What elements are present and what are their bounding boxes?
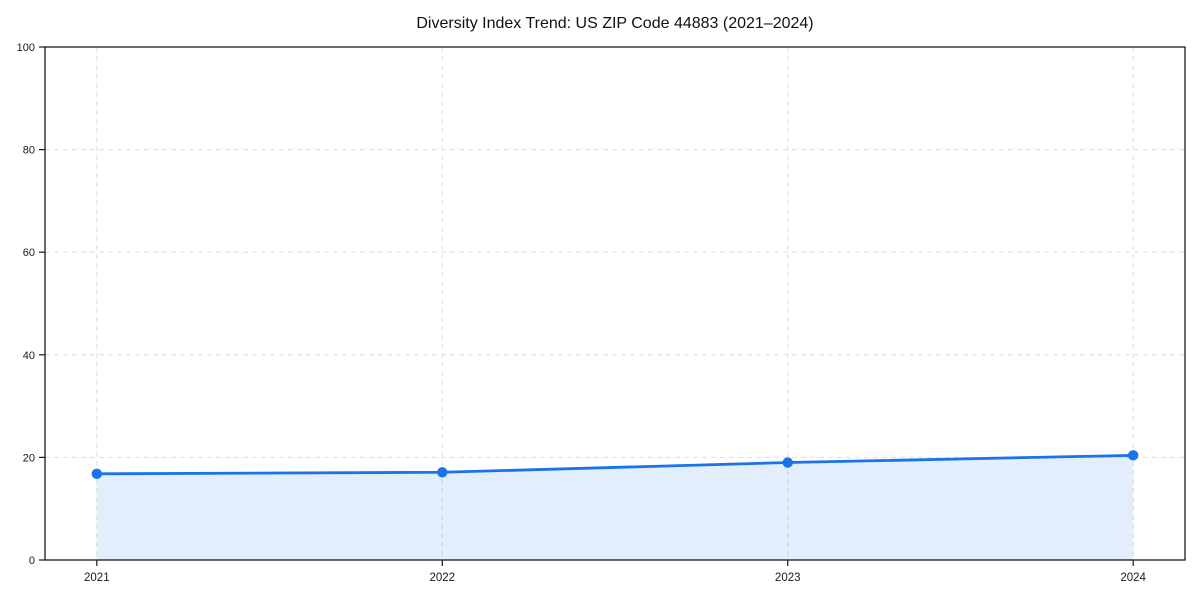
data-point <box>782 457 793 468</box>
data-point <box>1127 450 1139 461</box>
data-point <box>91 468 103 480</box>
x-tick-label: 2024 <box>1120 572 1146 584</box>
area-fill <box>96 455 1134 560</box>
x-tick-label: 2022 <box>429 572 455 584</box>
y-tick-label: 20 <box>23 452 35 464</box>
y-tick-label: 80 <box>23 145 35 157</box>
y-tick-label: 40 <box>23 350 35 362</box>
y-tick-label: 0 <box>29 555 35 567</box>
data-point <box>437 467 448 478</box>
y-tick-label: 60 <box>23 247 35 259</box>
y-tick-label: 100 <box>17 42 35 54</box>
chart-title: Diversity Index Trend: US ZIP Code 44883… <box>416 15 814 32</box>
trend-line <box>95 453 1135 476</box>
x-tick-label: 2023 <box>775 572 801 584</box>
axes-frame <box>44 46 1186 561</box>
x-tick-label: 2021 <box>84 572 110 584</box>
